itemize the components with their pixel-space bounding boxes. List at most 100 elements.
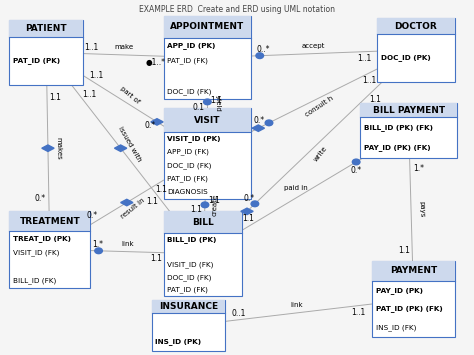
Bar bbox=[9, 20, 83, 85]
Text: 0.*: 0.* bbox=[145, 121, 155, 130]
Text: paid in: paid in bbox=[284, 185, 308, 191]
Bar bbox=[360, 103, 457, 117]
Text: 1..1: 1..1 bbox=[362, 76, 376, 85]
Text: VISIT_ID (PK): VISIT_ID (PK) bbox=[167, 135, 221, 142]
Circle shape bbox=[256, 53, 264, 59]
Polygon shape bbox=[42, 145, 54, 152]
Text: 1.1: 1.1 bbox=[243, 214, 255, 223]
Bar bbox=[9, 211, 90, 288]
Text: 1.1: 1.1 bbox=[150, 255, 162, 263]
Text: TREATMENT: TREATMENT bbox=[19, 217, 80, 226]
Text: 1..1: 1..1 bbox=[90, 71, 104, 80]
Text: INSURANCE: INSURANCE bbox=[159, 302, 218, 311]
Text: link: link bbox=[121, 241, 134, 247]
Text: 1.1: 1.1 bbox=[50, 93, 62, 102]
Text: PAT_ID (FK): PAT_ID (FK) bbox=[167, 175, 208, 182]
Text: PAT_ID (FK): PAT_ID (FK) bbox=[167, 287, 208, 294]
Polygon shape bbox=[241, 208, 253, 215]
Polygon shape bbox=[120, 199, 133, 206]
Circle shape bbox=[251, 201, 259, 207]
Text: 1.1: 1.1 bbox=[146, 197, 158, 206]
Polygon shape bbox=[252, 125, 264, 131]
Text: 1..1: 1..1 bbox=[82, 90, 96, 99]
Text: 1..1: 1..1 bbox=[84, 43, 99, 52]
Text: 1.1: 1.1 bbox=[155, 185, 167, 194]
Text: 1.1: 1.1 bbox=[208, 196, 219, 205]
Text: APP_ID (FK): APP_ID (FK) bbox=[167, 148, 209, 155]
Bar bbox=[9, 20, 83, 37]
Text: INS_ID (FK): INS_ID (FK) bbox=[376, 324, 416, 331]
Text: PAYMENT: PAYMENT bbox=[390, 266, 437, 275]
Text: 1..1: 1..1 bbox=[352, 307, 366, 317]
Bar bbox=[164, 108, 251, 132]
Text: 0..*: 0..* bbox=[256, 45, 270, 54]
Text: DIAGNOSIS: DIAGNOSIS bbox=[167, 189, 208, 195]
Text: DOC_ID (FK): DOC_ID (FK) bbox=[167, 162, 212, 169]
Text: 0.*: 0.* bbox=[350, 166, 362, 175]
Text: PAY_ID (PK): PAY_ID (PK) bbox=[376, 287, 423, 294]
Circle shape bbox=[352, 159, 360, 165]
Text: BILL_ID (PK) (FK): BILL_ID (PK) (FK) bbox=[364, 124, 433, 131]
Bar bbox=[164, 211, 242, 233]
Text: 1.1: 1.1 bbox=[369, 94, 381, 104]
Text: issued with: issued with bbox=[117, 126, 142, 163]
Bar bbox=[377, 18, 455, 82]
Text: make: make bbox=[114, 44, 133, 50]
Circle shape bbox=[201, 202, 209, 208]
Circle shape bbox=[203, 99, 211, 105]
Text: VISIT_ID (FK): VISIT_ID (FK) bbox=[167, 262, 214, 268]
Text: ●1..*: ●1..* bbox=[145, 58, 165, 67]
Text: TREAT_ID (PK): TREAT_ID (PK) bbox=[13, 235, 71, 242]
Text: create: create bbox=[212, 194, 219, 217]
Text: PAT_ID (PK) (FK): PAT_ID (PK) (FK) bbox=[376, 306, 443, 312]
Bar bbox=[152, 300, 225, 351]
Polygon shape bbox=[115, 145, 127, 152]
Text: DOCTOR: DOCTOR bbox=[394, 22, 438, 31]
Text: 0.*: 0.* bbox=[244, 195, 255, 203]
Text: BILL: BILL bbox=[192, 218, 213, 227]
Text: DOC_ID (FK): DOC_ID (FK) bbox=[167, 274, 212, 281]
Bar bbox=[377, 18, 455, 34]
Text: VISIT_ID (FK): VISIT_ID (FK) bbox=[13, 249, 60, 256]
Bar bbox=[372, 261, 455, 281]
Text: VISIT: VISIT bbox=[194, 115, 220, 125]
Text: BILL_ID (FK): BILL_ID (FK) bbox=[13, 277, 56, 284]
Text: write: write bbox=[312, 145, 328, 163]
Text: 1.*: 1.* bbox=[413, 164, 424, 173]
Text: 0.*: 0.* bbox=[35, 194, 46, 203]
Text: BILL PAYMENT: BILL PAYMENT bbox=[373, 105, 445, 115]
Bar bbox=[164, 16, 251, 99]
Text: 1.1: 1.1 bbox=[190, 205, 202, 214]
Text: 1.1: 1.1 bbox=[398, 246, 410, 255]
Text: 0.1: 0.1 bbox=[193, 103, 205, 112]
Text: 1.*: 1.* bbox=[92, 240, 103, 249]
Bar bbox=[164, 211, 242, 296]
Text: PAT_ID (FK): PAT_ID (FK) bbox=[167, 58, 208, 64]
Text: PATIENT: PATIENT bbox=[26, 23, 67, 33]
Bar bbox=[360, 103, 457, 158]
Text: accept: accept bbox=[302, 43, 325, 49]
Text: INS_ID (PK): INS_ID (PK) bbox=[155, 338, 201, 345]
Text: result in: result in bbox=[120, 197, 146, 220]
Text: 1.1: 1.1 bbox=[210, 96, 222, 105]
Text: consult h: consult h bbox=[305, 95, 335, 118]
Polygon shape bbox=[151, 119, 163, 125]
Text: DOC_ID (FK): DOC_ID (FK) bbox=[167, 88, 212, 95]
Text: 0.*: 0.* bbox=[86, 211, 98, 220]
Text: BILL_ID (PK): BILL_ID (PK) bbox=[167, 236, 217, 243]
Circle shape bbox=[95, 248, 102, 253]
Text: makes: makes bbox=[55, 137, 61, 159]
Text: PAY_ID (PK) (FK): PAY_ID (PK) (FK) bbox=[364, 144, 431, 151]
Bar bbox=[372, 261, 455, 337]
Bar bbox=[152, 300, 225, 313]
Text: DOC_ID (PK): DOC_ID (PK) bbox=[381, 55, 430, 61]
Text: pays: pays bbox=[418, 201, 424, 218]
Text: PAT_ID (PK): PAT_ID (PK) bbox=[13, 58, 60, 64]
Text: link: link bbox=[291, 302, 303, 308]
Circle shape bbox=[265, 120, 273, 126]
Bar bbox=[9, 211, 90, 231]
Text: 1..1: 1..1 bbox=[357, 54, 372, 62]
Text: part of: part of bbox=[119, 85, 141, 105]
Text: 0.*: 0.* bbox=[254, 116, 264, 125]
Text: APP_ID (PK): APP_ID (PK) bbox=[167, 42, 216, 49]
